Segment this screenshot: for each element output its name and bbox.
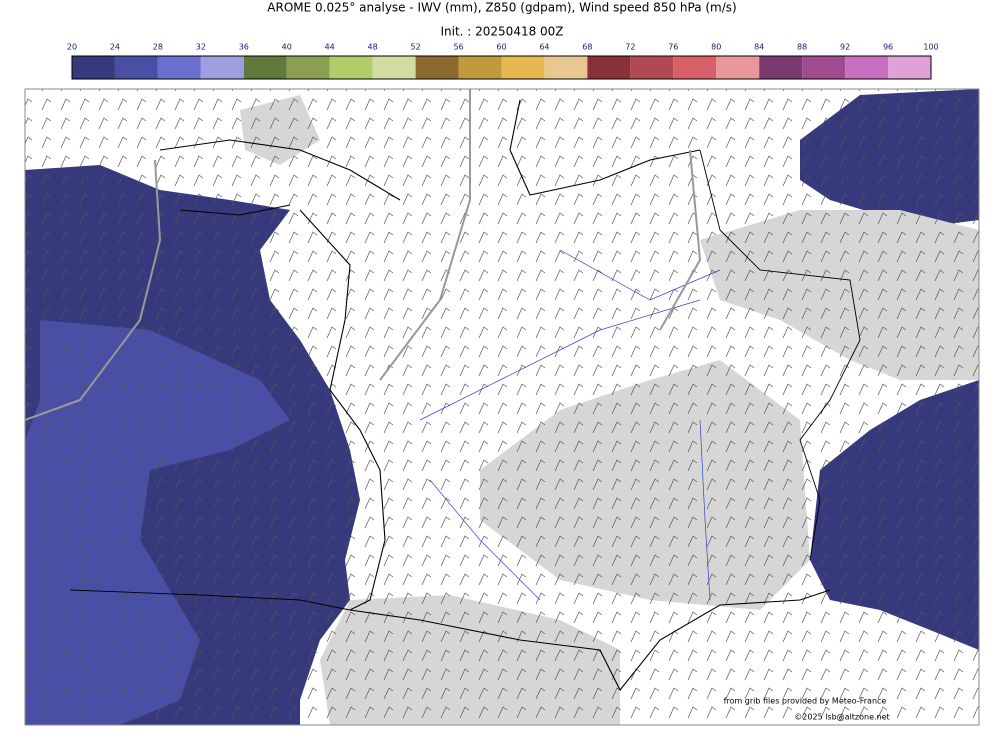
colorbar-tick-label: 52: [411, 43, 421, 52]
colorbar-tick-label: 64: [539, 43, 549, 52]
colorbar-tick-label: 48: [368, 43, 378, 52]
colorbar-box: [372, 56, 416, 79]
contour: [25, 89, 702, 421]
colorbar-frame: [71, 55, 932, 80]
colorbar-box: [888, 56, 931, 79]
colorbar-tick-label: 32: [196, 43, 206, 52]
source-credit: from grib files provided by Meteo-France: [724, 697, 887, 706]
colorbar-tick-label: 60: [496, 43, 506, 52]
map: from grib files provided by Meteo-France…: [25, 89, 979, 725]
wind-barbs: [25, 89, 979, 725]
colorbar-box: [72, 56, 115, 79]
title: AROME 0.025° analyse - IWV (mm), Z850 (g…: [267, 1, 736, 15]
river: [419, 249, 721, 601]
colorbar-tick-label: 96: [883, 43, 893, 52]
colorbar-tick-label: 68: [582, 43, 592, 52]
coastline: [159, 99, 831, 691]
colorbar-tick-label: 100: [923, 43, 938, 52]
colorbar-tick-label: 72: [625, 43, 635, 52]
colorbar-box: [415, 56, 459, 79]
colorbar-box: [329, 56, 373, 79]
colorbar-box: [501, 56, 545, 79]
colorbar-box: [673, 56, 717, 79]
colorbar-box: [544, 56, 588, 79]
colorbar-box: [458, 56, 502, 79]
colorbar-box: [630, 56, 674, 79]
colorbar-tick-label: 24: [110, 43, 120, 52]
colorbar-tick-label: 36: [239, 43, 249, 52]
colorbar: 20 24 28 32 36 40 44 48 52 56 60 64 68 72 76 80 84 88 92 96…: [67, 43, 939, 80]
colorbar-tick-label: 40: [282, 43, 292, 52]
colorbar-tick-label: 44: [325, 43, 335, 52]
colorbar-box: [243, 56, 287, 79]
colorbar-box: [716, 56, 760, 79]
colorbar-box: [802, 56, 846, 79]
colorbar-tick-label: 76: [668, 43, 678, 52]
colorbar-box: [759, 56, 803, 79]
map-frame: [24, 88, 980, 726]
copyright: ©2025 lsb@altzone.net: [794, 713, 889, 722]
colorbar-tick-label: 88: [797, 43, 807, 52]
init-time: Init. : 20250418 00Z: [440, 25, 563, 39]
colorbar-tick-label: 28: [153, 43, 163, 52]
colorbar-box: [286, 56, 330, 79]
colorbar-box: [587, 56, 631, 79]
colorbar-tick-label: 80: [711, 43, 721, 52]
border: [69, 149, 861, 611]
colorbar-box: [157, 56, 201, 79]
colorbar-tick-label: 84: [754, 43, 764, 52]
colorbar-box: [114, 56, 158, 79]
colorbar-box: [845, 56, 889, 79]
colorbar-tick-label: 56: [453, 43, 463, 52]
colorbar-tick-label: 20: [67, 43, 77, 52]
colorbar-box: [200, 56, 244, 79]
colorbar-tick-label: 92: [840, 43, 850, 52]
